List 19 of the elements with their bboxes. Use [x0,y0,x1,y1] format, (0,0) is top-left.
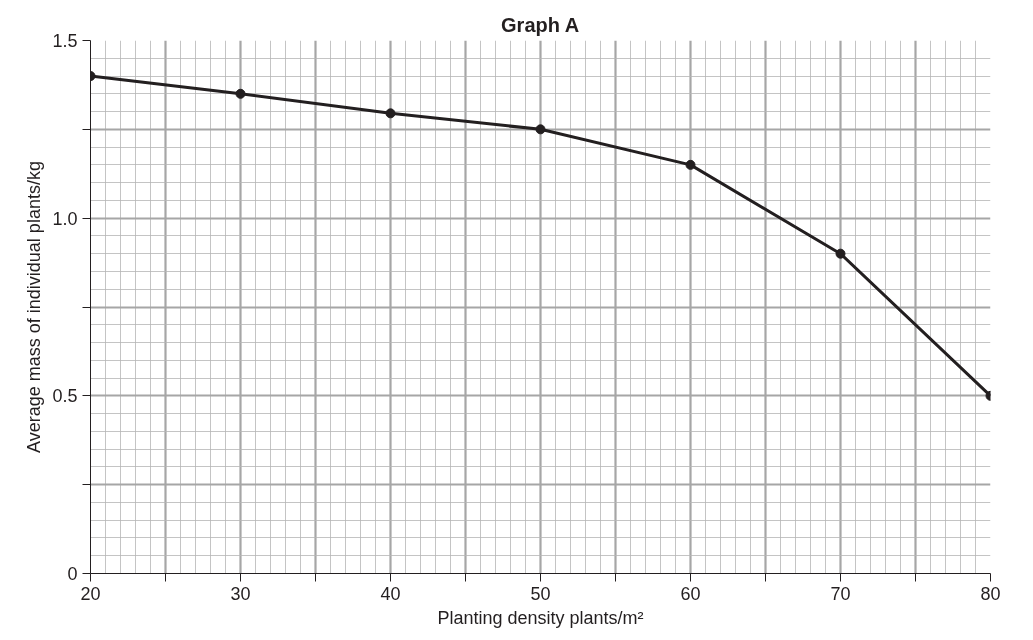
x-tick-label: 80 [980,583,1001,604]
point [235,88,246,99]
x-tick-label: 60 [680,583,701,604]
x-tick-label: 50 [530,583,551,604]
point [835,248,846,259]
x-tick-label: 70 [830,583,851,604]
y-tick-label: 1.5 [52,31,78,51]
point [685,159,696,170]
y-tick-label: 0.5 [52,386,78,407]
chart-title: Graph A [501,13,580,36]
x-axis-title: Planting density plants/m² [437,607,644,628]
x-tick-label: 30 [230,583,251,604]
x-tick-label: 40 [380,583,401,604]
y-tick-label: 0 [67,564,78,584]
x-tick-label: 20 [80,583,101,604]
y-axis-title: Average mass of individual plants/kg [24,161,45,453]
point [385,108,396,119]
point [535,124,546,135]
y-tick-label: 1.0 [52,208,78,229]
